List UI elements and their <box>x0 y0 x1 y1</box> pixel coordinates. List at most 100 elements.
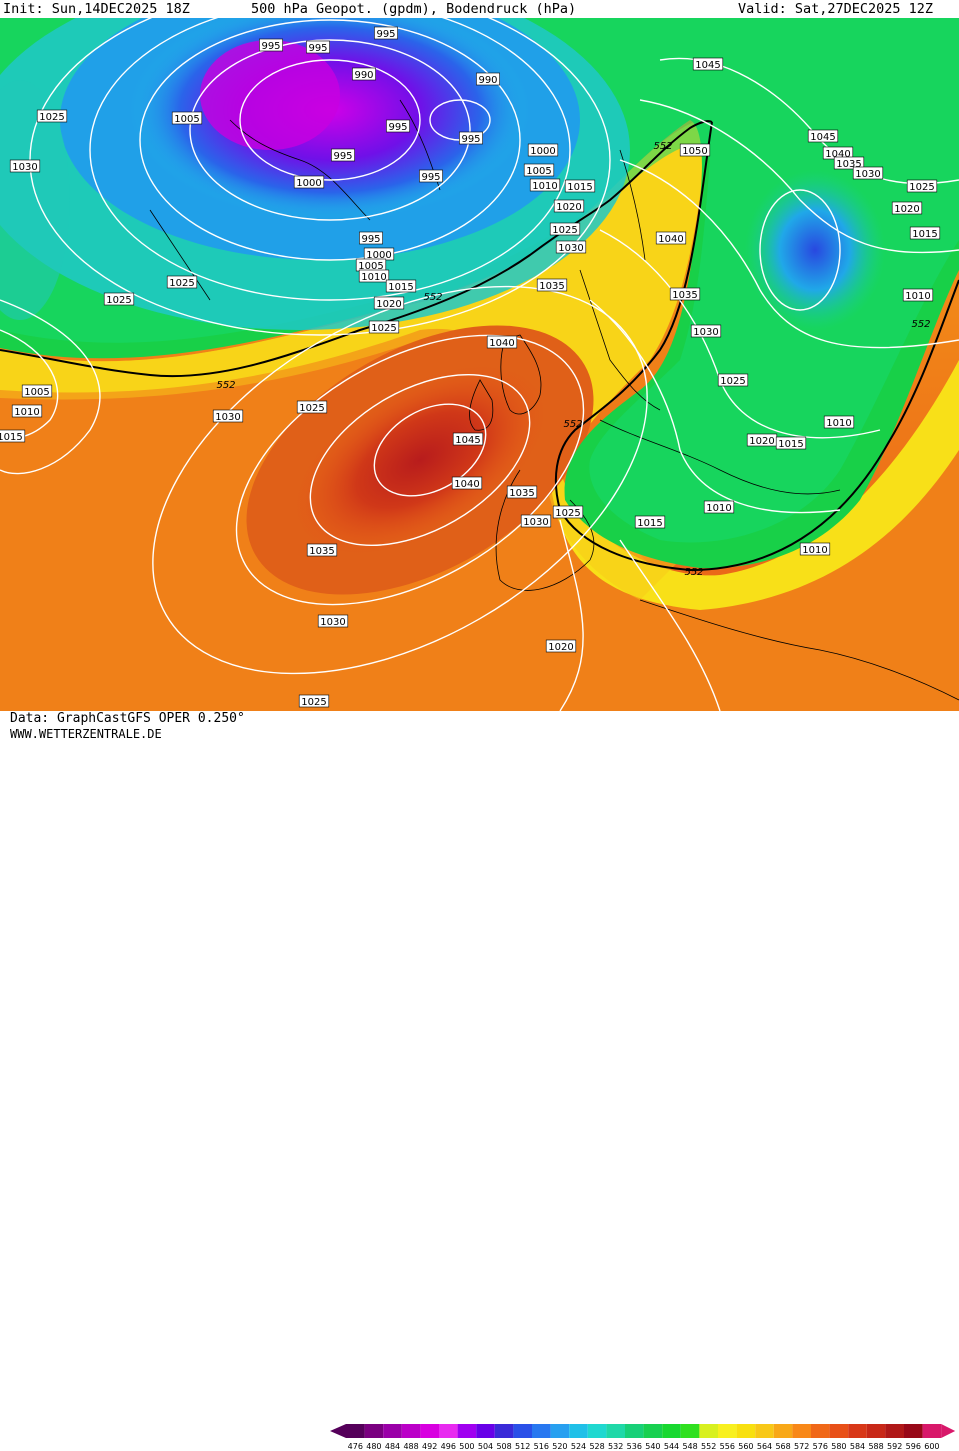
svg-text:990: 990 <box>354 70 373 81</box>
isobar-label: 995 <box>359 231 383 245</box>
isobar-label: 995 <box>331 148 355 162</box>
isobar-label: 1035 <box>306 543 338 557</box>
isobar-label: 1030 <box>690 324 722 338</box>
legend-swatch <box>401 1424 421 1438</box>
isobar-label: 1030 <box>520 514 552 528</box>
isobar-label: 1015 <box>385 279 417 293</box>
isobar-label: 1025 <box>298 694 330 708</box>
legend-swatch <box>922 1424 942 1438</box>
svg-text:1010: 1010 <box>532 181 557 192</box>
svg-text:1040: 1040 <box>489 338 514 349</box>
svg-text:1015: 1015 <box>567 182 592 193</box>
legend-swatch <box>848 1424 867 1438</box>
legend-tick: 564 <box>757 1442 772 1451</box>
svg-text:1025: 1025 <box>301 697 326 708</box>
isobar-label: 1010 <box>529 178 561 192</box>
map-footer: Data: GraphCastGFS OPER 0.250° WWW.WETTE… <box>0 711 959 1451</box>
legend-tick: 492 <box>422 1442 437 1451</box>
svg-text:1000: 1000 <box>296 178 321 189</box>
contour-552-label: 552 <box>216 380 235 391</box>
svg-text:1010: 1010 <box>802 545 827 556</box>
svg-text:1030: 1030 <box>320 617 345 628</box>
svg-text:1025: 1025 <box>299 403 324 414</box>
svg-text:995: 995 <box>388 122 407 133</box>
isobar-label: 1035 <box>536 278 568 292</box>
svg-text:1015: 1015 <box>912 229 937 240</box>
svg-text:1030: 1030 <box>523 517 548 528</box>
svg-text:1040: 1040 <box>825 149 850 160</box>
legend-tick: 508 <box>496 1442 511 1451</box>
isobar-label: 1035 <box>506 485 538 499</box>
svg-text:1030: 1030 <box>215 412 240 423</box>
svg-text:1015: 1015 <box>778 439 803 450</box>
svg-text:1015: 1015 <box>388 282 413 293</box>
svg-text:1030: 1030 <box>558 243 583 254</box>
svg-text:995: 995 <box>308 43 327 54</box>
legend-swatch <box>866 1424 886 1438</box>
legend-swatch <box>755 1424 774 1438</box>
svg-text:995: 995 <box>421 172 440 183</box>
isobar-label: 995 <box>306 40 330 54</box>
legend-swatch <box>383 1424 402 1438</box>
svg-text:1020: 1020 <box>376 299 401 310</box>
isobar-label: 1010 <box>799 542 831 556</box>
isobar-label: 1025 <box>103 292 135 306</box>
legend-swatch <box>364 1424 384 1438</box>
svg-text:1020: 1020 <box>894 204 919 215</box>
isobar-label: 1040 <box>451 476 483 490</box>
website: WWW.WETTERZENTRALE.DE <box>10 727 162 741</box>
svg-text:1025: 1025 <box>909 182 934 193</box>
legend-tick: 528 <box>589 1442 604 1451</box>
legend-tick: 500 <box>459 1442 474 1451</box>
legend-swatch <box>346 1424 365 1438</box>
isobar-label: 1020 <box>891 201 923 215</box>
svg-text:1030: 1030 <box>12 162 37 173</box>
isobar-label: 1015 <box>634 515 666 529</box>
legend-swatch <box>439 1424 458 1438</box>
legend-swatch <box>643 1424 663 1438</box>
legend-tick: 584 <box>850 1442 865 1451</box>
legend-swatch <box>569 1424 588 1438</box>
legend-swatch <box>513 1424 532 1438</box>
isobar-label: 1010 <box>11 404 43 418</box>
svg-text:1035: 1035 <box>539 281 564 292</box>
legend-tick: 556 <box>720 1442 735 1451</box>
legend-tick: 548 <box>682 1442 697 1451</box>
isobar-label: 1045 <box>452 432 484 446</box>
isobar-label: 1040 <box>655 231 687 245</box>
svg-text:1025: 1025 <box>106 295 131 306</box>
svg-text:1020: 1020 <box>749 436 774 447</box>
legend-swatch <box>625 1424 644 1438</box>
contour-552-label: 552 <box>423 292 442 303</box>
legend-tick: 544 <box>664 1442 679 1451</box>
isobar-label: 1000 <box>293 175 325 189</box>
legend-tick: 516 <box>534 1442 549 1451</box>
isobar-label: 1015 <box>0 429 26 443</box>
svg-text:1035: 1035 <box>309 546 334 557</box>
contour-552 <box>0 120 959 572</box>
legend-tick: 532 <box>608 1442 623 1451</box>
contour-552-labels: 552 552 552 552 552 552 <box>216 141 930 578</box>
svg-text:1045: 1045 <box>695 60 720 71</box>
isobar-label: 1025 <box>549 222 581 236</box>
legend-tick: 580 <box>831 1442 846 1451</box>
svg-text:1035: 1035 <box>836 159 861 170</box>
legend-swatch <box>718 1424 737 1438</box>
legend-tick: 600 <box>924 1442 939 1451</box>
svg-text:1035: 1035 <box>672 290 697 301</box>
svg-text:1015: 1015 <box>637 518 662 529</box>
legend-swatch <box>606 1424 625 1438</box>
svg-text:1010: 1010 <box>361 272 386 283</box>
svg-text:1025: 1025 <box>169 278 194 289</box>
isobar-label: 1010 <box>703 500 735 514</box>
isobar-label: 1005 <box>523 163 555 177</box>
isobar-label: 995 <box>459 131 483 145</box>
svg-text:995: 995 <box>261 41 280 52</box>
isobar-label: 1010 <box>823 415 855 429</box>
svg-text:990: 990 <box>478 75 497 86</box>
svg-text:1025: 1025 <box>555 508 580 519</box>
isobar-label: 990 <box>476 72 500 86</box>
isobar-label: 1030 <box>9 159 41 173</box>
